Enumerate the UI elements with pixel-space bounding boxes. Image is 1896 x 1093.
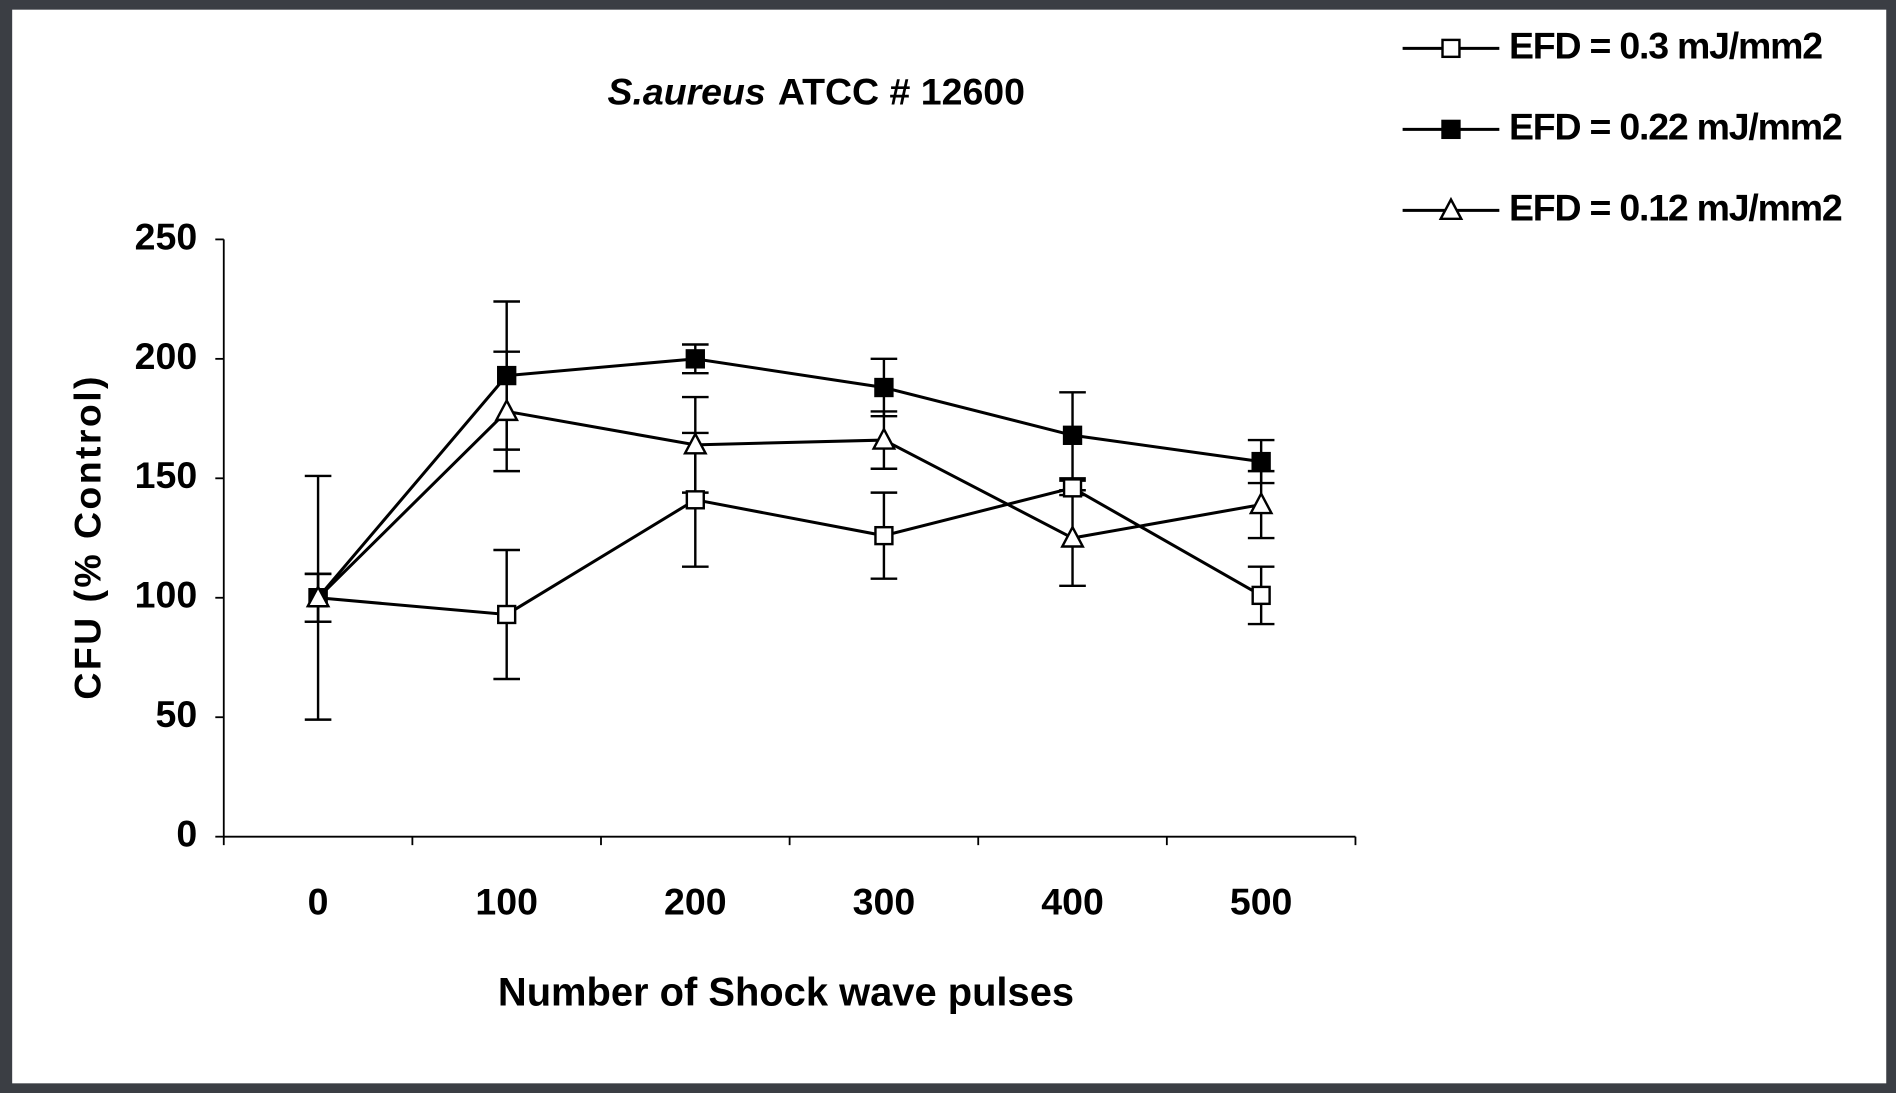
data-point — [1251, 585, 1271, 606]
data-point — [1060, 524, 1085, 548]
x-tick-label: 0 — [308, 880, 329, 922]
legend-label: EFD = 0.22 mJ/mm2 — [1509, 105, 1842, 147]
data-point — [497, 604, 517, 625]
series-line — [317, 409, 1262, 599]
series-line — [316, 357, 1262, 599]
data-point — [871, 426, 897, 450]
data-point — [683, 431, 708, 455]
y-tick-label: 150 — [135, 454, 198, 496]
title-strain: ATCC # 12600 — [778, 70, 1025, 112]
data-point — [1251, 451, 1271, 472]
data-point — [494, 397, 519, 422]
y-tick-label: 200 — [135, 335, 198, 377]
data-point — [1248, 491, 1274, 515]
x-tick-label: 500 — [1230, 880, 1293, 922]
legend-marker — [1441, 38, 1461, 59]
y-axis-label: CFU (% Control) — [67, 374, 109, 700]
y-tick-label: 50 — [155, 693, 197, 735]
x-tick-label: 400 — [1041, 880, 1104, 922]
data-point — [1062, 478, 1083, 498]
chart-title: S.aureus ATCC # 12600 — [607, 70, 1025, 112]
legend-marker — [1441, 119, 1461, 140]
y-tick-label: 100 — [135, 574, 198, 616]
data-point — [497, 365, 517, 386]
data-point — [874, 377, 894, 398]
y-tick-label: 0 — [176, 813, 197, 855]
data-point — [305, 584, 331, 608]
legend-label: EFD = 0.3 mJ/mm2 — [1509, 24, 1822, 66]
x-tick-label: 300 — [853, 880, 916, 922]
legend-marker — [1438, 196, 1464, 221]
data-point — [1062, 425, 1083, 445]
x-tick-label: 100 — [475, 880, 538, 922]
data-point — [685, 490, 705, 510]
data-point — [874, 525, 894, 546]
data-point — [685, 349, 705, 369]
series-line — [317, 486, 1262, 617]
legend-label: EFD = 0.12 mJ/mm2 — [1509, 186, 1842, 228]
x-axis-label: Number of Shock wave pulses — [498, 971, 1074, 1015]
plot-background — [12, 9, 1887, 1084]
y-tick-label: 250 — [135, 215, 198, 257]
title-species: S.aureus — [607, 70, 765, 112]
x-tick-label: 200 — [664, 880, 727, 922]
